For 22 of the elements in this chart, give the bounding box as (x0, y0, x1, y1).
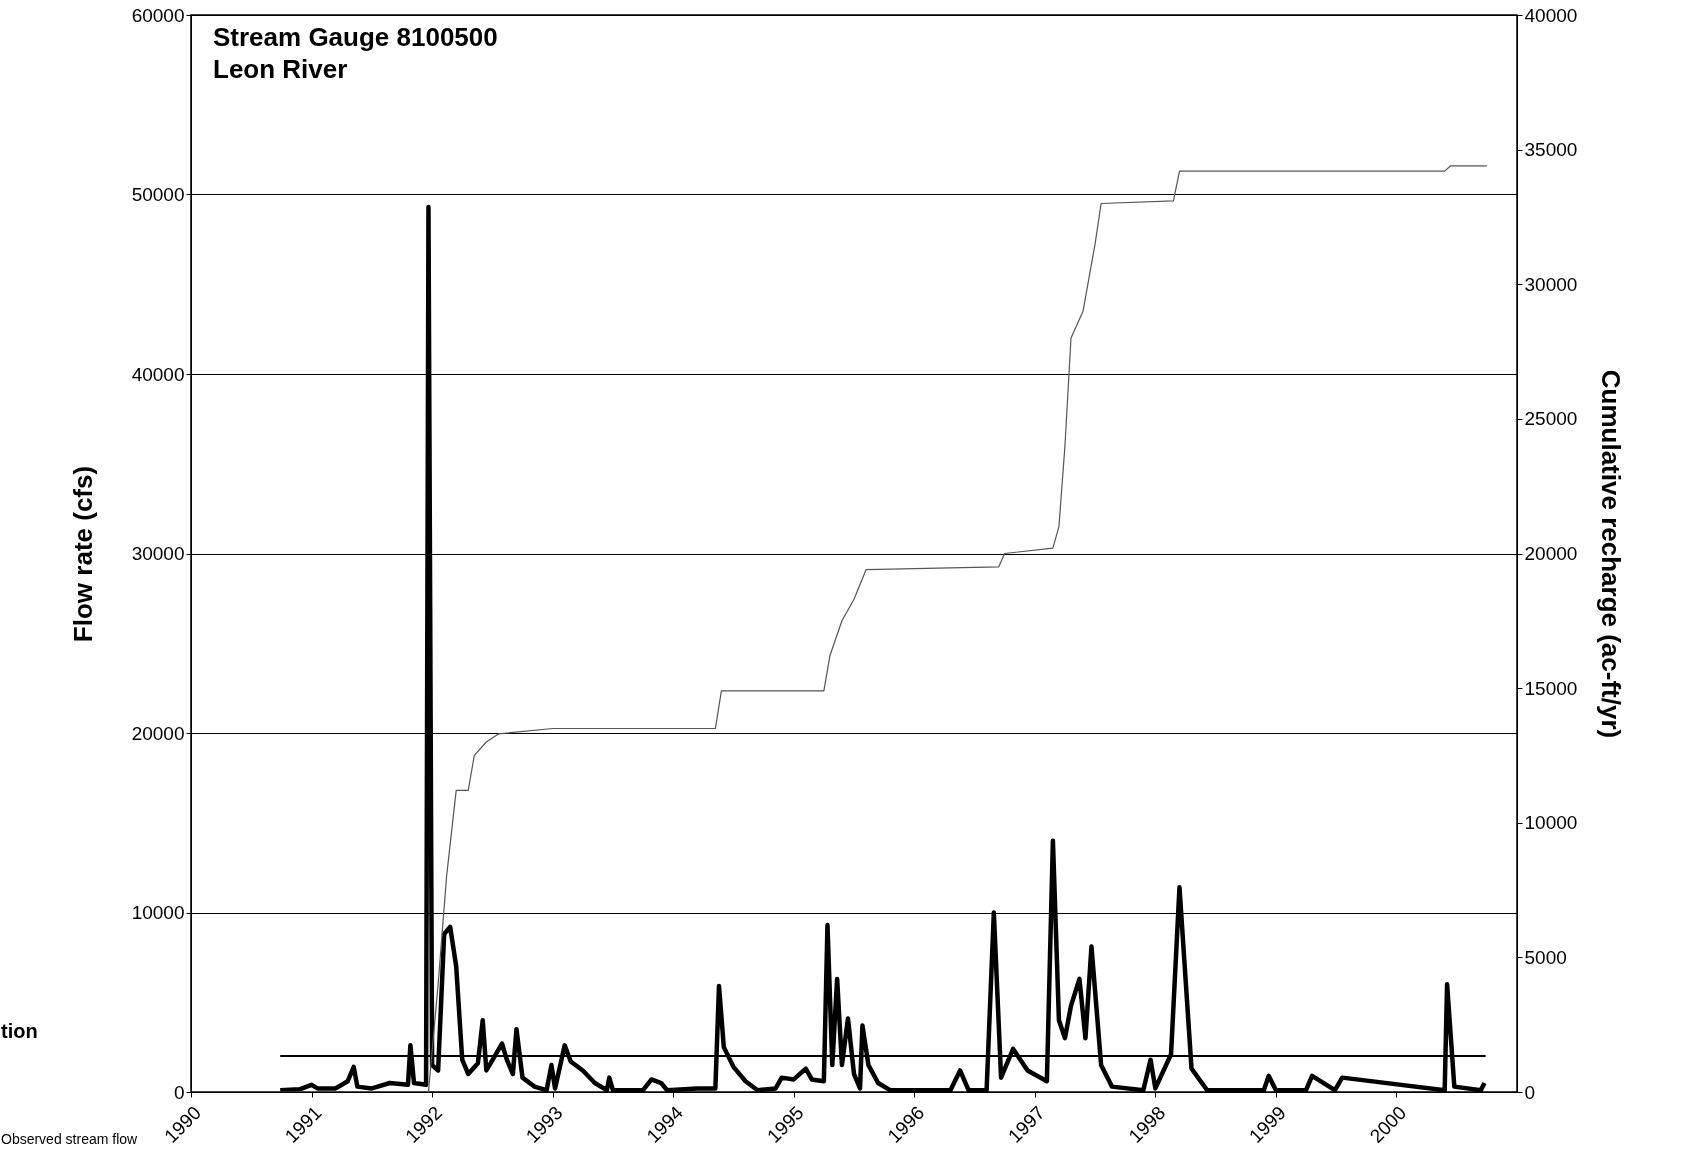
text: tion (1, 1020, 38, 1042)
y-tick-label: 60000 (131, 4, 185, 26)
y2-tick-label: 0 (1524, 1081, 1536, 1103)
y2-tick-label: 40000 (1524, 4, 1578, 26)
chart-title: Stream Gauge 8100500 (213, 22, 498, 52)
y2-tick-label: 30000 (1524, 273, 1578, 295)
y2-axis-title: Cumulative recharge (ac-ft/yr) (1596, 369, 1627, 739)
y-tick-label: 40000 (131, 363, 185, 385)
y2-tick-label: 10000 (1524, 812, 1578, 834)
text: Leon River (213, 54, 348, 84)
y-tick-label: 20000 (131, 722, 185, 744)
y-tick-label: 30000 (131, 543, 185, 564)
y2-tick-label: 5000 (1524, 946, 1567, 968)
y2-tick-label: 15000 (1524, 677, 1578, 699)
y2-tick-label: 20000 (1524, 543, 1578, 564)
y2-tick-label: 35000 (1524, 139, 1578, 161)
y-axis-title: Flow rate (cfs) (67, 465, 98, 643)
y-tick-label: 50000 (131, 184, 185, 205)
y-tick-label: 10000 (131, 902, 185, 923)
y2-tick-label: 25000 (1524, 408, 1578, 430)
y-tick-label: 0 (173, 1081, 185, 1103)
text: Observed stream flow (1, 1131, 139, 1147)
